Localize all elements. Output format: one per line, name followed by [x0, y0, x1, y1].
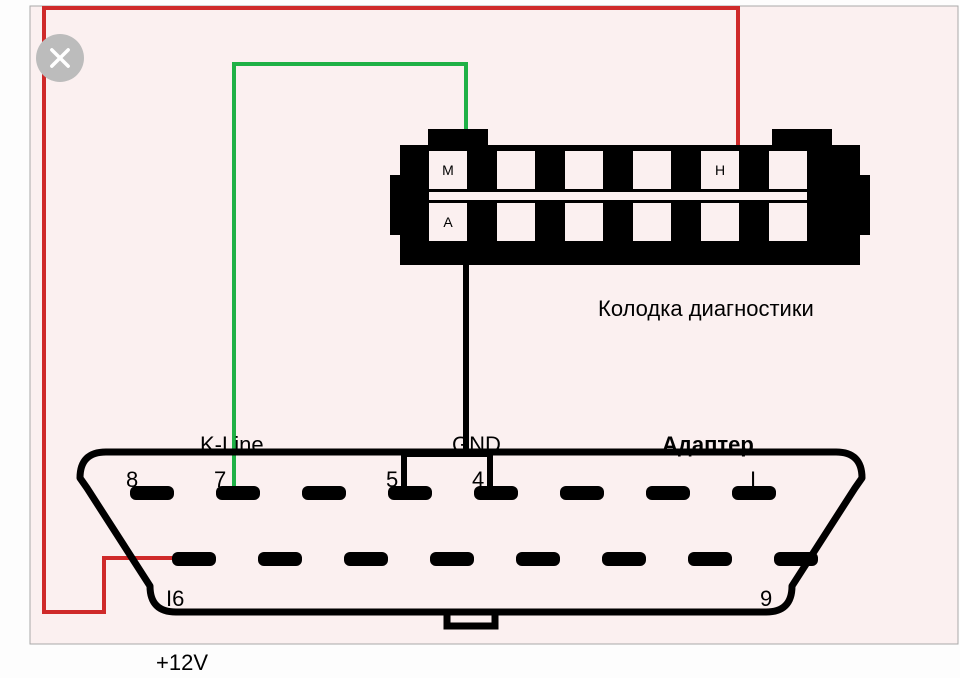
obd-pin-9: 9	[760, 586, 772, 612]
diag-connector: M H A	[390, 129, 870, 265]
obd-pin-7: 7	[214, 467, 226, 493]
obd-pin-8: 8	[126, 467, 138, 493]
label-12v: +12V	[156, 650, 208, 676]
label-kline: K-Line	[200, 432, 264, 458]
svg-text:A: A	[443, 214, 453, 230]
label-gnd: GND	[452, 432, 501, 458]
obd-pin-5: 5	[386, 467, 398, 493]
wiring-diagram: M H A	[0, 0, 960, 678]
svg-text:M: M	[442, 162, 454, 178]
label-adapter: Адаптер	[662, 432, 754, 458]
obd-pin-4: 4	[472, 467, 484, 493]
obd-pin-16: I6	[166, 586, 184, 612]
label-diag-connector: Колодка диагностики	[598, 296, 814, 322]
obd-pin-1: I	[750, 467, 756, 493]
svg-text:H: H	[715, 162, 725, 178]
close-button[interactable]	[36, 34, 84, 82]
